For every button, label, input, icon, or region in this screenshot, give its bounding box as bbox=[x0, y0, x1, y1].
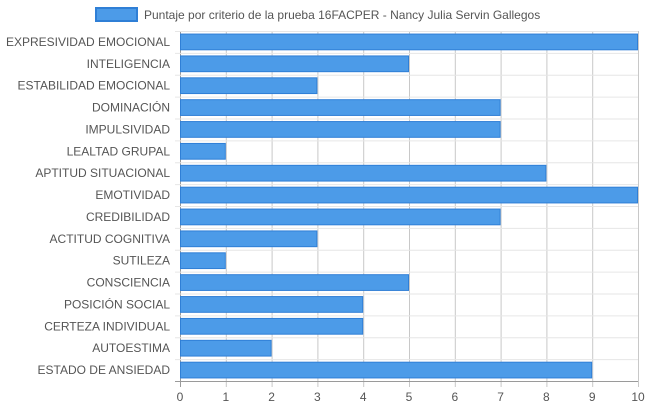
bar[interactable] bbox=[180, 361, 593, 379]
category-labels: EXPRESIVIDAD EMOCIONAL INTELIGENCIA ESTABI… bbox=[6, 35, 170, 377]
x-tick-label: 1 bbox=[222, 390, 229, 404]
category-label: ESTABILIDAD EMOCIONAL bbox=[18, 79, 171, 93]
category-label: DOMINACIÓN bbox=[92, 100, 170, 115]
x-tick-label: 3 bbox=[314, 390, 321, 404]
category-label: IMPULSIVIDAD bbox=[85, 122, 170, 136]
x-tick-label: 0 bbox=[177, 390, 184, 404]
category-label: CONSCIENCIA bbox=[87, 276, 170, 290]
bar[interactable] bbox=[180, 55, 409, 73]
category-label: EXPRESIVIDAD EMOCIONAL bbox=[6, 35, 170, 49]
x-tick-label: 8 bbox=[543, 390, 550, 404]
category-label: APTITUD SITUACIONAL bbox=[35, 166, 170, 180]
x-tick-label: 5 bbox=[406, 390, 413, 404]
category-label: AUTOESTIMA bbox=[92, 341, 170, 355]
legend-swatch bbox=[95, 7, 138, 22]
bar[interactable] bbox=[180, 296, 364, 313]
bar[interactable] bbox=[180, 164, 547, 182]
bars bbox=[180, 33, 638, 379]
bar[interactable] bbox=[180, 186, 638, 204]
legend[interactable]: Puntaje por criterio de la prueba 16FACP… bbox=[95, 7, 540, 22]
category-label: POSICIÓN SOCIAL bbox=[64, 296, 170, 311]
category-label: EMOTIVIDAD bbox=[95, 188, 170, 202]
grid-lines bbox=[175, 31, 639, 387]
x-tick-label: 7 bbox=[497, 390, 504, 404]
x-tick-label: 2 bbox=[268, 390, 275, 404]
x-tick-label: 10 bbox=[631, 390, 645, 404]
x-tick-label: 9 bbox=[589, 390, 596, 404]
bar[interactable] bbox=[180, 77, 318, 95]
legend-label: Puntaje por criterio de la prueba 16FACP… bbox=[144, 8, 540, 22]
bar[interactable] bbox=[180, 317, 364, 335]
bar[interactable] bbox=[180, 142, 226, 160]
x-tick-label: 4 bbox=[360, 390, 367, 404]
category-label: INTELIGENCIA bbox=[87, 57, 170, 71]
category-label: CREDIBILIDAD bbox=[86, 210, 170, 224]
category-label: SUTILEZA bbox=[113, 254, 170, 268]
bar[interactable] bbox=[180, 99, 501, 116]
category-label: ESTADO DE ANSIEDAD bbox=[38, 363, 171, 377]
x-tick-labels: 0 1 2 3 4 5 6 7 8 9 10 bbox=[177, 390, 645, 404]
category-label: LEALTAD GRUPAL bbox=[67, 144, 171, 158]
category-label: ACTITUD COGNITIVA bbox=[50, 232, 170, 246]
bar[interactable] bbox=[180, 33, 638, 51]
bar[interactable] bbox=[180, 121, 501, 138]
category-label: CERTEZA INDIVIDUAL bbox=[44, 319, 170, 333]
x-tick-label: 6 bbox=[451, 390, 458, 404]
bar[interactable] bbox=[180, 230, 318, 248]
bar[interactable] bbox=[180, 274, 409, 291]
bar[interactable] bbox=[180, 339, 272, 357]
bar[interactable] bbox=[180, 208, 501, 226]
bar[interactable] bbox=[180, 252, 226, 270]
